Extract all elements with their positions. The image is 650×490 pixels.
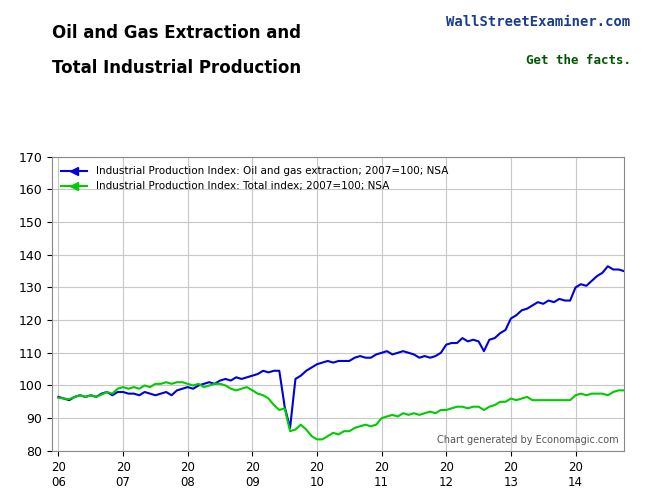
Text: Get the facts.: Get the facts.: [525, 54, 630, 67]
Legend: Industrial Production Index: Oil and gas extraction; 2007=100; NSA, Industrial P: Industrial Production Index: Oil and gas…: [57, 162, 452, 196]
Text: Total Industrial Production: Total Industrial Production: [52, 59, 301, 77]
Text: WallStreetExaminer.com: WallStreetExaminer.com: [447, 15, 630, 29]
Text: Chart generated by Economagic.com: Chart generated by Economagic.com: [437, 435, 618, 445]
Text: Oil and Gas Extraction and: Oil and Gas Extraction and: [52, 24, 301, 43]
